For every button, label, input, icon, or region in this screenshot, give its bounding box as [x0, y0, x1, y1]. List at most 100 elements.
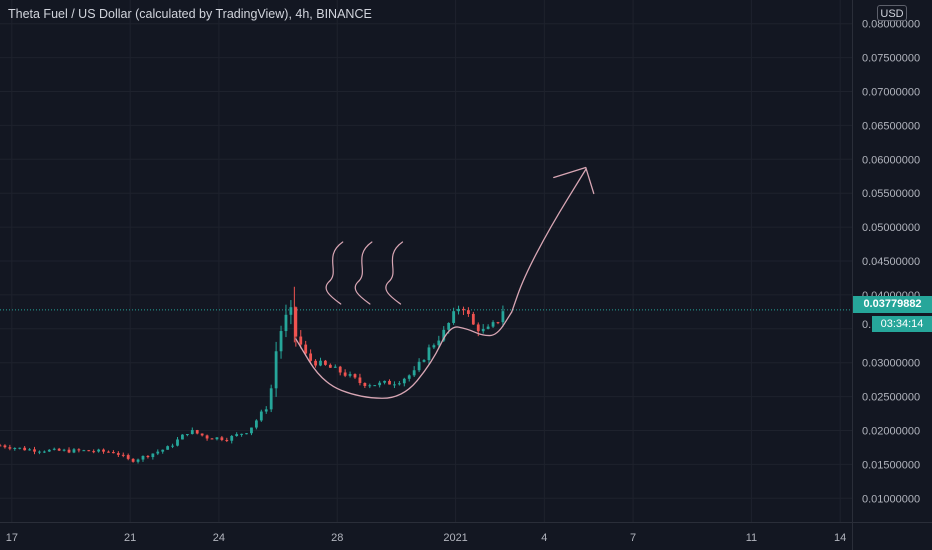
- candle-body: [304, 344, 308, 354]
- candle-body: [136, 459, 140, 462]
- candle-body: [501, 311, 505, 323]
- candle-body: [496, 322, 500, 324]
- candle-body: [467, 310, 470, 314]
- candle-body: [23, 447, 27, 451]
- candle-body: [373, 385, 377, 387]
- candle-body: [427, 347, 431, 361]
- candle-body: [324, 360, 327, 365]
- candle-body: [378, 382, 382, 386]
- price-tick-label: 0.01500000: [862, 459, 920, 471]
- candle-body: [200, 433, 204, 436]
- candle-body: [393, 384, 396, 386]
- cup-drawing[interactable]: [295, 311, 513, 399]
- candle-body: [338, 366, 342, 373]
- steam-squiggle-drawing[interactable]: [385, 241, 404, 305]
- candle-body: [235, 434, 239, 436]
- bar-countdown-badge: 03:34:14: [872, 316, 932, 332]
- candle-body: [328, 364, 332, 368]
- candle-body: [3, 445, 7, 448]
- candle-body: [452, 311, 456, 323]
- candle-body: [126, 455, 130, 459]
- candle-body: [52, 448, 56, 450]
- candle-body: [87, 450, 91, 452]
- candle-body: [254, 420, 258, 428]
- arrow-head-drawing[interactable]: [553, 166, 595, 195]
- time-axis[interactable]: 17 21 24 28 2021 4 7 11 14: [6, 532, 847, 544]
- candle-body: [259, 411, 263, 421]
- candle-body: [82, 450, 86, 452]
- price-tick-label: 0.02500000: [862, 392, 920, 404]
- candle-body: [486, 326, 490, 329]
- time-tick-label: 28: [331, 532, 343, 544]
- candle-body: [358, 377, 362, 383]
- time-tick-label: 24: [213, 532, 225, 544]
- time-tick-label: 11: [746, 532, 757, 544]
- candle-body: [8, 447, 12, 449]
- candle-body: [471, 313, 475, 325]
- time-tick-label: 14: [834, 532, 846, 544]
- candle-body: [422, 360, 426, 362]
- currency-button[interactable]: USD: [877, 5, 907, 21]
- last-price-badge: 0.03779882: [853, 296, 932, 313]
- candle-body: [491, 322, 495, 327]
- candle-body: [245, 433, 248, 435]
- user-drawings[interactable]: [295, 166, 595, 399]
- candle-body: [62, 449, 66, 451]
- candle-body: [92, 451, 96, 453]
- steam-squiggle-drawing[interactable]: [354, 241, 373, 305]
- candle-body: [269, 388, 273, 410]
- candle-body: [294, 307, 298, 337]
- candle-body: [107, 451, 110, 453]
- candle-body: [121, 454, 125, 456]
- candle-body: [67, 449, 71, 453]
- candle-body: [33, 449, 36, 452]
- price-tick-label: 0.01000000: [862, 493, 920, 505]
- candle-body: [284, 314, 288, 332]
- candle-body: [363, 382, 367, 386]
- steam-squiggle-drawing[interactable]: [325, 241, 344, 305]
- candle-body: [181, 434, 184, 440]
- candle-body: [407, 375, 411, 379]
- candle-body: [0, 445, 2, 447]
- candle-body: [171, 445, 174, 447]
- candle-body: [215, 437, 219, 440]
- candle-body: [481, 328, 485, 332]
- candle-body: [476, 324, 480, 332]
- candle-body: [151, 453, 155, 458]
- candle-body: [264, 409, 268, 412]
- candle-body: [77, 449, 81, 451]
- candle-body: [437, 340, 441, 346]
- arrow-drawing[interactable]: [511, 168, 587, 313]
- candle-body: [343, 372, 347, 376]
- price-tick-label: 0.07000000: [862, 87, 920, 99]
- chart-title: Theta Fuel / US Dollar (calculated by Tr…: [8, 7, 372, 21]
- time-tick-label: 2021: [443, 532, 467, 544]
- price-axis[interactable]: 0.01000000 0.01500000 0.02000000 0.02500000…: [862, 19, 920, 506]
- price-tick-label: 0.06000000: [862, 154, 920, 166]
- candle-body: [289, 307, 293, 315]
- candle-body: [397, 383, 401, 385]
- candle-body: [240, 433, 243, 435]
- candle-body: [131, 458, 135, 462]
- candle-body: [112, 452, 115, 454]
- candle-body: [383, 380, 386, 383]
- candle-body: [353, 374, 357, 378]
- price-tick-label: 0.08000000: [862, 19, 920, 31]
- candle-body: [348, 374, 352, 376]
- candle-body: [161, 449, 165, 452]
- price-tick-label: 0.05500000: [862, 188, 920, 200]
- candle-body: [166, 446, 170, 450]
- candle-body: [333, 366, 337, 368]
- candle-body: [146, 455, 150, 458]
- candle-body: [299, 336, 303, 345]
- candle-body: [18, 447, 22, 449]
- candle-body: [72, 449, 76, 453]
- price-tick-label: 0.06500000: [862, 120, 920, 132]
- candle-body: [97, 449, 101, 452]
- candle-body: [368, 385, 372, 387]
- candle-body: [210, 438, 214, 440]
- candle-body: [116, 453, 120, 455]
- candle-body: [220, 437, 224, 440]
